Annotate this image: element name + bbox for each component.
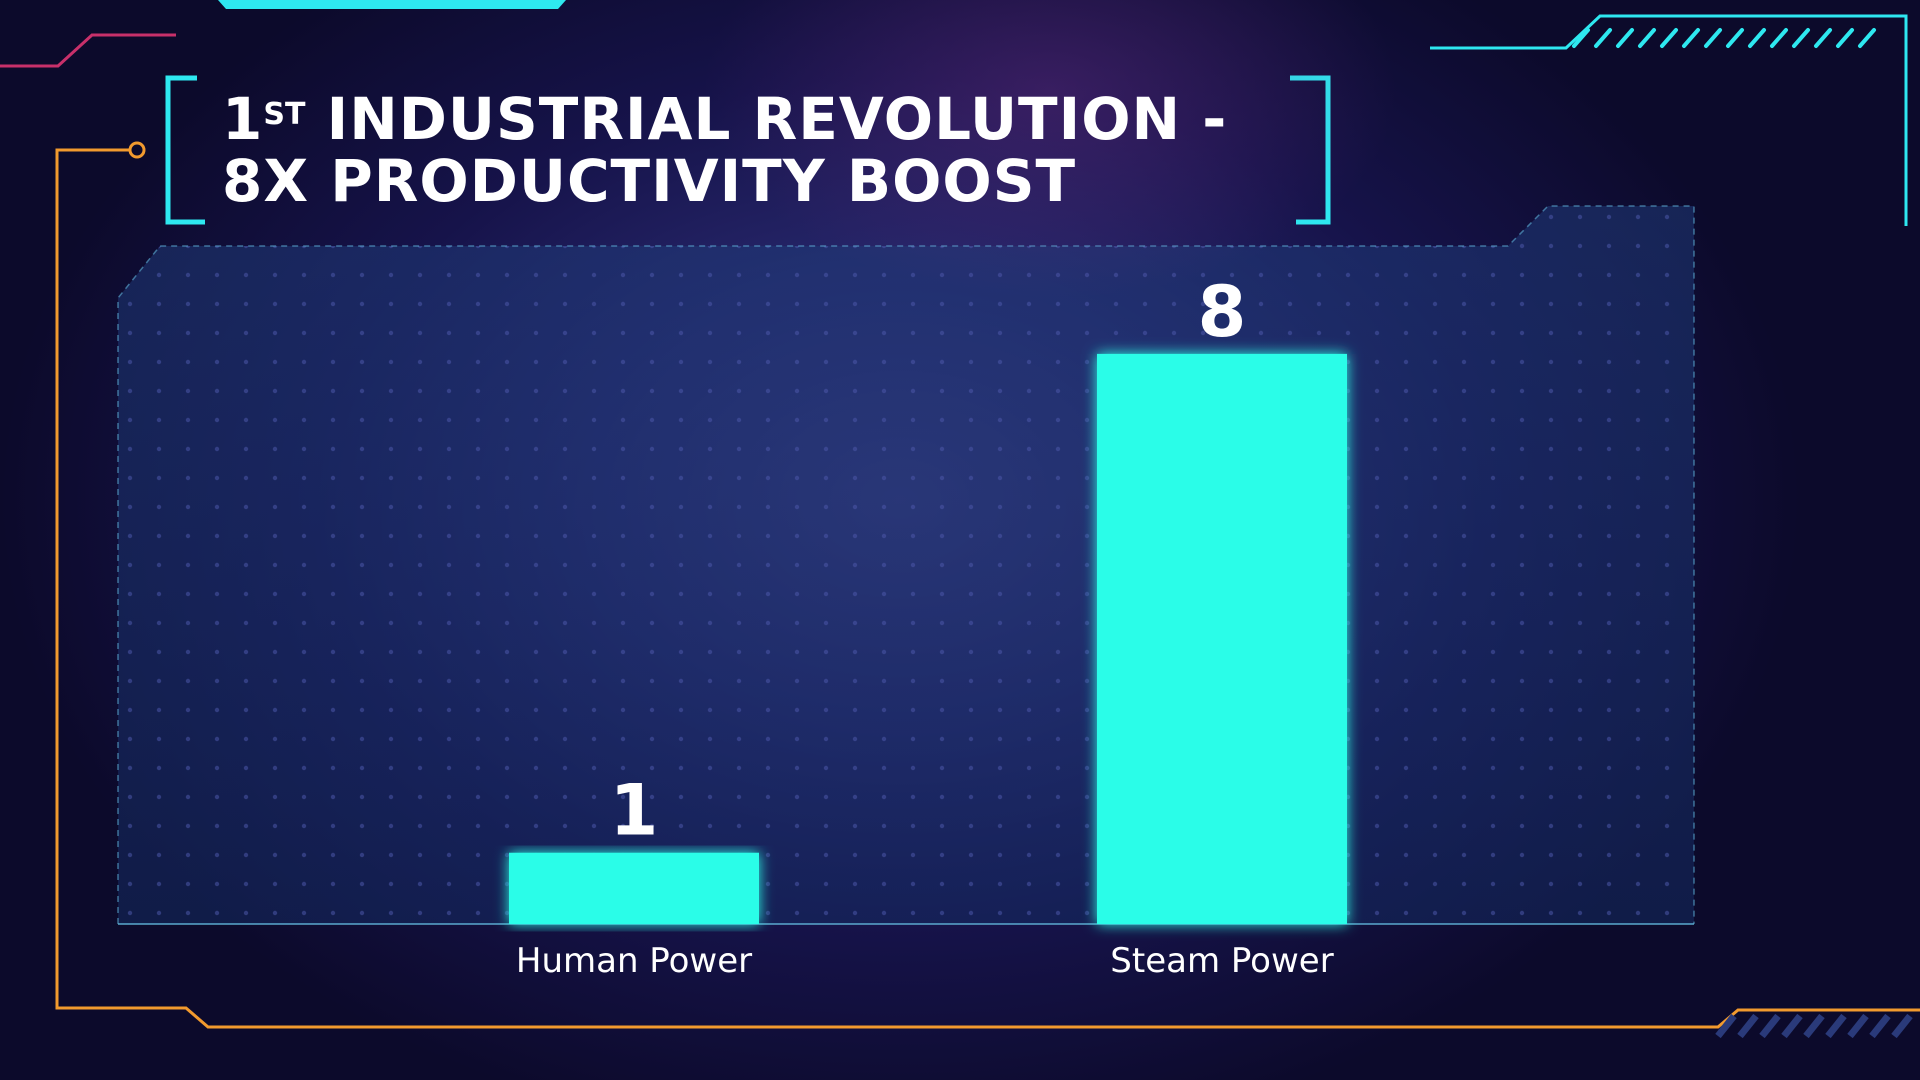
bottom-hatch-marks [1715,1013,1913,1039]
title-line-2: 8X PRODUCTIVITY BOOST [222,147,1077,215]
top-tab-shape [218,0,566,9]
orange-node-circle [128,141,146,159]
bar-human-power [509,852,759,924]
orange-frame-line [55,148,1920,1029]
data-label-steam-power: 8 [1198,271,1247,353]
chart-panel-border [117,205,1695,924]
title-ordinal-number: 1 [222,85,264,153]
title-ordinal-suffix: ST [263,97,306,132]
title-bracket-left [165,75,205,225]
cyan-hatch-marks [1572,28,1876,48]
data-label-human-power: 1 [610,770,659,852]
category-label-human-power: Human Power [516,941,752,981]
title-bracket-right [1290,75,1331,225]
cyan-corner-line [1430,14,1908,226]
bar-steam-power [1097,353,1347,924]
category-label-steam-power: Steam Power [1110,941,1333,981]
chart-title: 1ST INDUSTRIAL REVOLUTION - 8X PRODUCTIV… [222,88,1227,212]
title-line-1-text: INDUSTRIAL REVOLUTION - [305,85,1228,153]
title-line-1: 1ST INDUSTRIAL REVOLUTION - [222,88,1227,150]
magenta-corner-line [0,33,176,68]
